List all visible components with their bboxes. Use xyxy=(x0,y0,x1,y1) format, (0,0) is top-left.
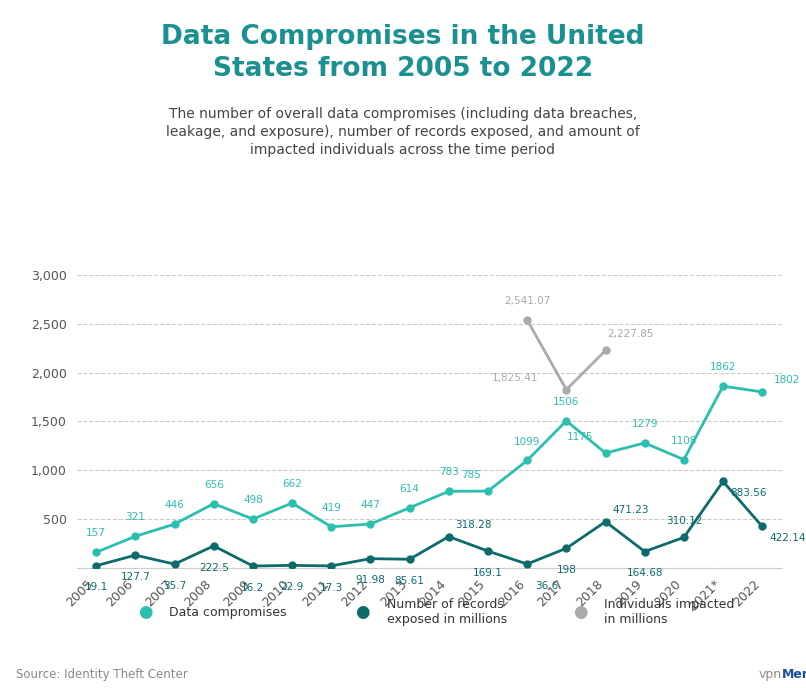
Text: ●: ● xyxy=(573,603,588,621)
Text: 127.7: 127.7 xyxy=(120,572,150,582)
Text: 422.14: 422.14 xyxy=(769,533,805,544)
Text: Source: Identity Theft Center: Source: Identity Theft Center xyxy=(16,668,188,681)
Text: 321: 321 xyxy=(126,513,145,522)
Text: 656: 656 xyxy=(204,480,223,490)
Text: 310.12: 310.12 xyxy=(666,516,702,526)
Text: The number of overall data compromises (including data breaches,
leakage, and ex: The number of overall data compromises (… xyxy=(166,107,640,158)
Text: vpn: vpn xyxy=(758,668,782,681)
Text: 785: 785 xyxy=(461,470,481,480)
Text: Mentor: Mentor xyxy=(782,668,806,681)
Text: 471.23: 471.23 xyxy=(613,505,649,515)
Text: 498: 498 xyxy=(243,495,263,505)
Text: 19.1: 19.1 xyxy=(85,583,108,592)
Text: 318.28: 318.28 xyxy=(455,519,492,530)
Text: 157: 157 xyxy=(86,528,106,539)
Text: 1279: 1279 xyxy=(631,419,658,429)
Text: 1175: 1175 xyxy=(567,432,594,442)
Text: 1506: 1506 xyxy=(553,397,580,407)
Text: 16.2: 16.2 xyxy=(241,583,264,592)
Text: 447: 447 xyxy=(360,500,380,510)
Text: 17.3: 17.3 xyxy=(320,583,343,592)
Text: ●: ● xyxy=(138,603,152,621)
Text: 1099: 1099 xyxy=(514,437,540,447)
Text: 446: 446 xyxy=(164,500,185,510)
Text: Individuals impacted
in millions: Individuals impacted in millions xyxy=(604,599,735,626)
Text: 22.9: 22.9 xyxy=(280,582,304,592)
Text: Data compromises: Data compromises xyxy=(169,606,287,619)
Text: 1,825.41: 1,825.41 xyxy=(492,373,538,383)
Text: 35.7: 35.7 xyxy=(163,581,186,591)
Text: 1802: 1802 xyxy=(774,375,800,385)
Text: 198: 198 xyxy=(556,565,576,575)
Text: 222.5: 222.5 xyxy=(199,563,229,572)
Text: 2,227.85: 2,227.85 xyxy=(607,330,654,339)
Text: 169.1: 169.1 xyxy=(473,568,503,578)
Text: 164.68: 164.68 xyxy=(626,568,663,578)
Text: ●: ● xyxy=(355,603,370,621)
Text: 783: 783 xyxy=(438,467,459,477)
Text: 85.61: 85.61 xyxy=(395,576,425,586)
Text: Data Compromises in the United
States from 2005 to 2022: Data Compromises in the United States fr… xyxy=(161,24,645,82)
Text: 1862: 1862 xyxy=(710,362,737,372)
Text: 1108: 1108 xyxy=(671,436,697,446)
Text: Number of records
exposed in millions: Number of records exposed in millions xyxy=(387,599,507,626)
Text: 883.56: 883.56 xyxy=(729,488,767,498)
Text: 2,541.07: 2,541.07 xyxy=(504,296,550,306)
Text: 662: 662 xyxy=(282,479,302,489)
Text: 36.6: 36.6 xyxy=(535,581,559,591)
Text: 91.98: 91.98 xyxy=(355,575,385,585)
Text: 419: 419 xyxy=(322,503,341,513)
Text: 614: 614 xyxy=(400,484,420,494)
